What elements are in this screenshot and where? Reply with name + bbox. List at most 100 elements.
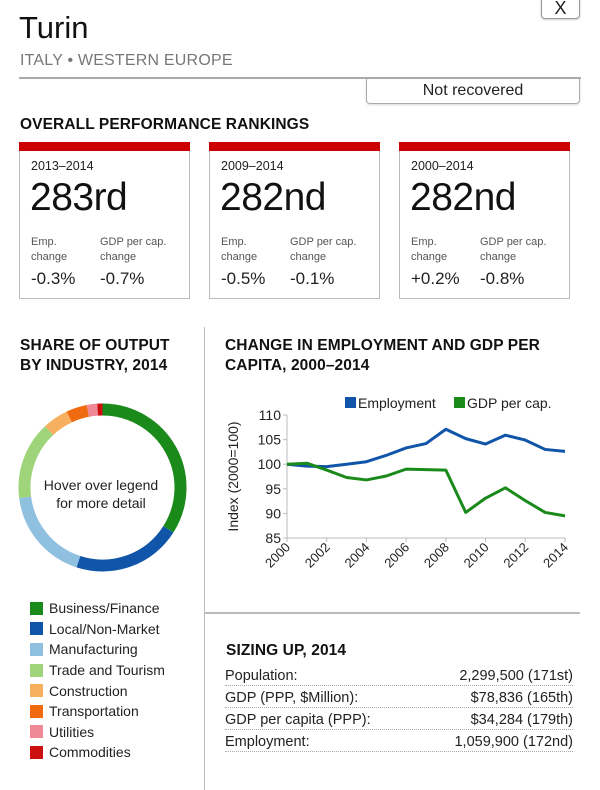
rank-period: 2013–2014 bbox=[31, 159, 94, 173]
emp-change-label: Emp. change bbox=[411, 236, 448, 263]
emp-change-label: Emp. change bbox=[31, 236, 68, 263]
legend-label: Business/Finance bbox=[49, 600, 160, 617]
legend-item-manufacturing[interactable]: Manufacturing bbox=[30, 639, 165, 660]
rank-card-accent-bar bbox=[399, 142, 570, 151]
x-tick-label: 2008 bbox=[421, 540, 452, 571]
x-tick-label: 2014 bbox=[540, 540, 571, 571]
gdp-change-value: -0.1% bbox=[290, 269, 335, 288]
series-line-gdp-per-cap bbox=[286, 461, 566, 518]
gdp-change-value: -0.7% bbox=[100, 269, 145, 288]
sizing-title: SIZING UP, 2014 bbox=[226, 642, 347, 659]
donut-segment-business-finance[interactable] bbox=[102, 403, 187, 533]
rank-value: 282nd bbox=[410, 176, 516, 219]
sizing-row: Employment: 1,059,900 (172nd) bbox=[225, 731, 573, 752]
legend-item-trade-and-tourism[interactable]: Trade and Tourism bbox=[30, 660, 165, 681]
share-title: SHARE OF OUTPUT BY INDUSTRY, 2014 bbox=[20, 337, 170, 374]
rank-period: 2009–2014 bbox=[221, 159, 284, 173]
rank-card: 2009–2014 282nd Emp. change GDP per cap. c… bbox=[209, 142, 380, 299]
donut-segment-utilities[interactable] bbox=[86, 403, 99, 417]
legend-label: Trade and Tourism bbox=[49, 662, 165, 679]
chart-legend-label: Employment bbox=[358, 395, 436, 411]
y-axis-label: Index (2000=100) bbox=[225, 421, 241, 531]
legend-item-transportation[interactable]: Transportation bbox=[30, 701, 165, 722]
rank-value: 282nd bbox=[220, 176, 326, 219]
sizing-value: 1,059,900 (172nd) bbox=[454, 734, 573, 750]
legend-item-business-finance[interactable]: Business/Finance bbox=[30, 598, 165, 619]
recovery-status-badge: Not recovered bbox=[366, 79, 580, 104]
chart-legend-swatch-employment bbox=[345, 397, 356, 408]
y-tick-label: 100 bbox=[258, 456, 282, 472]
rank-period: 2000–2014 bbox=[411, 159, 474, 173]
legend-label: Construction bbox=[49, 682, 128, 699]
legend-swatch bbox=[30, 622, 43, 636]
legend-swatch bbox=[30, 704, 43, 718]
legend-swatch bbox=[30, 684, 43, 698]
page-title: Turin bbox=[19, 10, 89, 45]
legend-label: Manufacturing bbox=[49, 641, 138, 658]
donut-segment-transportation[interactable] bbox=[66, 404, 90, 423]
legend-item-local-non-market[interactable]: Local/Non-Market bbox=[30, 619, 165, 640]
legend-item-construction[interactable]: Construction bbox=[30, 680, 165, 701]
sizing-label: Population: bbox=[225, 668, 298, 684]
column-divider bbox=[204, 327, 205, 790]
emp-change-value: -0.5% bbox=[221, 269, 266, 288]
sizing-value: $78,836 (165th) bbox=[470, 690, 573, 706]
donut-hint: Hover over legend for more detail bbox=[43, 477, 159, 511]
sizing-label: GDP per capita (PPP): bbox=[225, 712, 371, 728]
x-tick-label: 2006 bbox=[381, 540, 412, 571]
industry-donut-chart bbox=[18, 403, 187, 572]
x-tick-label: 2002 bbox=[302, 540, 333, 571]
sizing-row: GDP (PPP, $Million): $78,836 (165th) bbox=[225, 687, 573, 708]
donut-segment-trade-and-tourism[interactable] bbox=[18, 426, 54, 499]
y-tick-label: 85 bbox=[265, 530, 281, 546]
y-tick-label: 90 bbox=[265, 505, 281, 521]
trend-title: CHANGE IN EMPLOYMENT AND GDP PER CAPITA, … bbox=[225, 337, 540, 374]
rank-value: 283rd bbox=[30, 176, 128, 219]
rank-card: 2000–2014 282nd Emp. change GDP per cap. c… bbox=[399, 142, 570, 299]
rankings-title: OVERALL PERFORMANCE RANKINGS bbox=[20, 116, 310, 133]
legend-item-commodities[interactable]: Commodities bbox=[30, 742, 165, 763]
legend-label: Commodities bbox=[49, 744, 131, 761]
emp-change-label: Emp. change bbox=[221, 236, 258, 263]
donut-segment-local-non-market[interactable] bbox=[76, 525, 174, 572]
donut-segment-manufacturing[interactable] bbox=[19, 496, 81, 568]
legend-label: Transportation bbox=[49, 703, 139, 720]
gdp-change-label: GDP per cap. change bbox=[290, 236, 357, 263]
section-divider bbox=[204, 612, 580, 614]
y-tick-label: 105 bbox=[258, 432, 282, 448]
sizing-label: GDP (PPP, $Million): bbox=[225, 690, 359, 706]
chart-legend-label: GDP per cap. bbox=[467, 395, 552, 411]
gdp-change-label: GDP per cap. change bbox=[480, 236, 547, 263]
legend-item-utilities[interactable]: Utilities bbox=[30, 722, 165, 743]
x-tick-label: 2004 bbox=[341, 540, 372, 571]
series-line-employment bbox=[286, 427, 566, 469]
region-subtitle: ITALY • WESTERN EUROPE bbox=[20, 52, 233, 69]
donut-segment-construction[interactable] bbox=[44, 411, 73, 436]
x-tick-label: 2010 bbox=[461, 540, 492, 571]
legend-swatch bbox=[30, 642, 43, 656]
y-tick-label: 95 bbox=[265, 481, 281, 497]
sizing-value: 2,299,500 (171st) bbox=[459, 668, 573, 684]
legend-label: Utilities bbox=[49, 723, 95, 740]
legend-label: Local/Non-Market bbox=[49, 620, 160, 637]
legend-swatch bbox=[30, 601, 43, 615]
sizing-label: Employment: bbox=[225, 734, 310, 750]
close-button[interactable]: X bbox=[541, 0, 580, 19]
legend-swatch bbox=[30, 663, 43, 677]
header-divider bbox=[19, 77, 581, 79]
x-tick-label: 2012 bbox=[500, 540, 531, 571]
chart-legend-swatch-gdp-per-cap bbox=[454, 397, 465, 408]
sizing-row: Population: 2,299,500 (171st) bbox=[225, 665, 573, 686]
rank-card-accent-bar bbox=[209, 142, 380, 151]
gdp-change-label: GDP per cap. change bbox=[100, 236, 167, 263]
rank-card: 2013–2014 283rd Emp. change GDP per cap. c… bbox=[19, 142, 190, 299]
industry-legend: Business/Finance Local/Non-Market Manufact… bbox=[30, 598, 165, 763]
gdp-change-value: -0.8% bbox=[480, 269, 525, 288]
sizing-row: GDP per capita (PPP): $34,284 (179th) bbox=[225, 709, 573, 730]
y-tick-label: 110 bbox=[259, 407, 282, 423]
emp-change-value: +0.2% bbox=[411, 269, 460, 288]
legend-swatch bbox=[30, 745, 43, 759]
emp-change-value: -0.3% bbox=[31, 269, 76, 288]
sizing-value: $34,284 (179th) bbox=[470, 712, 573, 728]
